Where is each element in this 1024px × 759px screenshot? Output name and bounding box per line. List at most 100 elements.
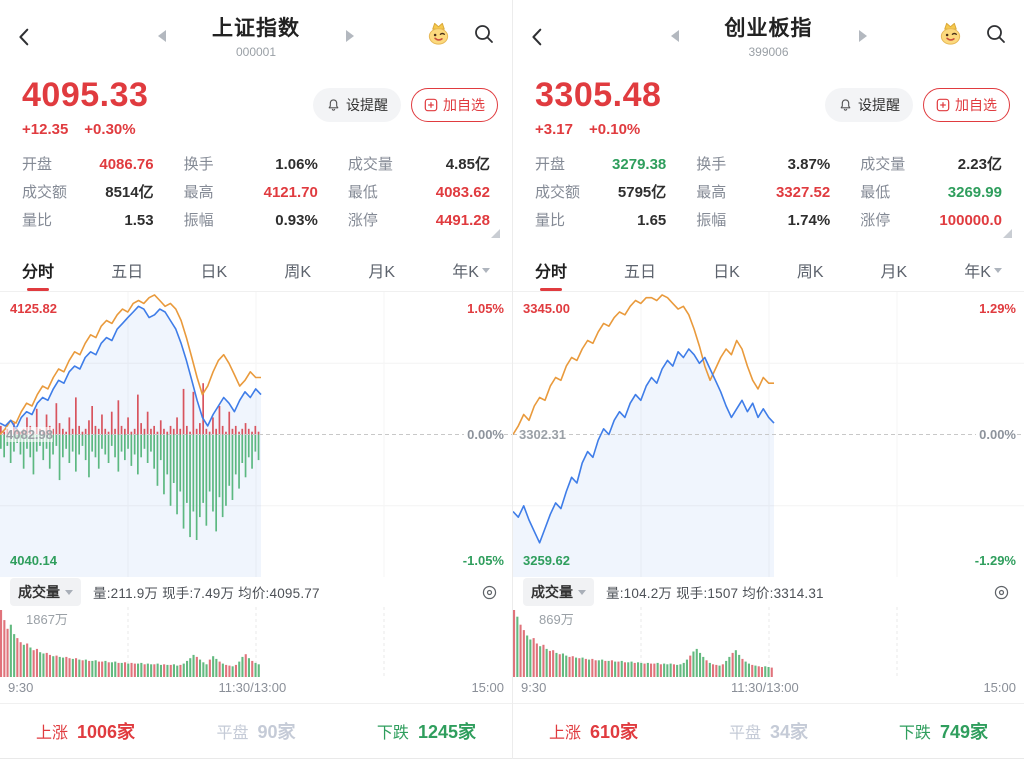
stat-limit-up: 涨停 4491.28 xyxy=(347,212,490,229)
volume-chart-svg xyxy=(513,607,898,677)
stat-low: 最低 4083.62 xyxy=(347,184,490,201)
bell-icon xyxy=(328,98,339,111)
decliners-count: 749家 xyxy=(939,722,988,742)
unchanged-label: 平盘 xyxy=(728,725,761,742)
expand-stats-icon[interactable] xyxy=(491,229,500,238)
advancers-stat: 上涨 1006家 xyxy=(36,718,135,744)
price-change-pct: +0.30% xyxy=(84,121,136,138)
advancers-count: 1006家 xyxy=(77,722,136,742)
stat-open: 开盘 4086.76 xyxy=(22,156,154,173)
period-tabs: 分时 五日 日K 周K 月K 年K xyxy=(513,248,1024,292)
expand-stats-icon[interactable] xyxy=(1003,229,1012,238)
settings-icon[interactable] xyxy=(481,584,498,601)
stat-volume-ratio: 量比 1.53 xyxy=(22,212,154,229)
tab-daily-k[interactable]: 日K xyxy=(200,263,228,281)
stock-code: 000001 xyxy=(235,45,277,59)
add-watchlist-label: 加自选 xyxy=(955,97,997,113)
indicator-selector[interactable]: 成交量 xyxy=(10,578,81,606)
tab-minute[interactable]: 分时 xyxy=(533,250,569,290)
stat-volume-ratio: 量比 1.65 xyxy=(535,212,667,229)
header-title-group: 上证指数 000001 xyxy=(158,12,354,59)
decliners-label: 下跌 xyxy=(898,725,931,742)
mascot-icon[interactable] xyxy=(937,20,964,47)
back-button[interactable] xyxy=(14,22,42,52)
chevron-down-icon xyxy=(481,268,490,273)
decliners-count: 1245家 xyxy=(417,722,476,742)
stat-volume: 成交量 4.85亿 xyxy=(347,156,490,173)
volume-header: 成交量 量:211.9万 现手:7.49万 均价:4095.77 xyxy=(0,577,512,607)
indicator-selector[interactable]: 成交量 xyxy=(523,578,594,606)
plus-square-icon xyxy=(936,98,950,112)
search-icon[interactable] xyxy=(472,22,496,46)
stock-panel-right: 创业板指 399006 xyxy=(512,0,1024,759)
stat-turnover-rate: 换手 1.06% xyxy=(183,156,318,173)
back-button[interactable] xyxy=(527,22,555,52)
indicator-selector-label: 成交量 xyxy=(18,584,60,600)
time-axis: 9:30 11:30/13:00 15:00 xyxy=(513,677,1024,697)
tab-daily-k[interactable]: 日K xyxy=(713,263,740,281)
volume-max-label: 869万 xyxy=(539,612,574,627)
add-watchlist-label: 加自选 xyxy=(443,97,485,113)
minute-chart[interactable]: 4125.82 4082.98 4040.14 1.05% 0.00% -1.0… xyxy=(0,292,512,577)
settings-icon[interactable] xyxy=(993,584,1010,601)
decliners-stat: 下跌 749家 xyxy=(899,718,988,744)
chevron-left-icon xyxy=(19,28,29,46)
price-change: +12.35 xyxy=(22,121,69,138)
volume-chart[interactable]: 869万 xyxy=(513,607,1024,677)
chevron-down-icon xyxy=(65,590,73,595)
decliners-label: 下跌 xyxy=(376,725,409,742)
tab-five-day[interactable]: 五日 xyxy=(624,263,657,281)
mascot-icon[interactable] xyxy=(425,20,452,47)
price-section: 4095.33 +12.35 +0.30% 设提醒 xyxy=(0,74,512,148)
stat-open: 开盘 3279.38 xyxy=(535,156,667,173)
time-axis-noon: 11:30/13:00 xyxy=(218,680,287,695)
plus-square-icon xyxy=(424,98,438,112)
set-alert-button[interactable]: 设提醒 xyxy=(825,88,913,122)
price-change-pct: +0.10% xyxy=(588,121,641,138)
search-icon[interactable] xyxy=(984,22,1008,46)
unchanged-count: 90家 xyxy=(257,722,296,742)
prev-stock-icon[interactable] xyxy=(670,29,679,42)
header: 创业板指 399006 xyxy=(513,0,1024,74)
decliners-stat: 下跌 1245家 xyxy=(377,718,476,744)
stat-limit-up: 涨停 100000.0 xyxy=(860,212,1002,229)
tab-minute[interactable]: 分时 xyxy=(20,250,56,290)
chevron-down-icon xyxy=(578,590,586,595)
minute-chart-svg xyxy=(0,292,512,577)
time-axis-open: 9:30 xyxy=(8,680,34,695)
volume-stats-text: 量:104.2万 现手:1507 均价:3314.31 xyxy=(606,586,824,601)
stat-high: 最高 4121.70 xyxy=(183,184,318,201)
price-block: 4095.33 +12.35 +0.30% xyxy=(22,76,148,148)
tab-monthly-k[interactable]: 月K xyxy=(880,263,908,281)
tab-yearly-k[interactable]: 年K xyxy=(962,250,1004,290)
tab-monthly-k[interactable]: 月K xyxy=(368,263,396,281)
advancers-count: 610家 xyxy=(590,722,639,742)
last-price: 4095.33 xyxy=(22,76,149,114)
advancers-stat: 上涨 610家 xyxy=(549,718,638,744)
time-axis-open: 9:30 xyxy=(521,680,547,695)
volume-chart[interactable]: 1867万 xyxy=(0,607,512,677)
set-alert-button[interactable]: 设提醒 xyxy=(313,88,401,122)
header: 上证指数 000001 xyxy=(0,0,512,74)
volume-chart-svg xyxy=(0,607,385,677)
indicator-selector-label: 成交量 xyxy=(531,584,573,600)
title-wrap: 上证指数 000001 xyxy=(196,12,316,59)
next-stock-icon[interactable] xyxy=(346,29,354,42)
market-breadth: 上涨 610家 平盘 34家 下跌 749家 xyxy=(513,703,1024,759)
add-watchlist-button[interactable]: 加自选 xyxy=(411,88,498,122)
add-watchlist-button[interactable]: 加自选 xyxy=(923,88,1010,122)
next-stock-icon[interactable] xyxy=(858,29,867,42)
header-actions xyxy=(937,20,1008,47)
stats-grid: 开盘 4086.76 换手 1.06% 成交量 4.85亿 成交额 8514亿 最高 41… xyxy=(0,148,512,240)
volume-header: 成交量 量:104.2万 现手:1507 均价:3314.31 xyxy=(513,577,1024,607)
price-section: 3305.48 +3.17 +0.10% 设提醒 xyxy=(513,74,1024,148)
tab-weekly-k[interactable]: 周K xyxy=(796,263,824,281)
stock-code: 399006 xyxy=(748,45,789,59)
prev-stock-icon[interactable] xyxy=(158,29,166,42)
minute-chart[interactable]: 3345.00 3302.31 3259.62 1.29% 0.00% -1.2… xyxy=(513,292,1024,577)
tab-yearly-k[interactable]: 年K xyxy=(450,250,492,290)
tab-weekly-k[interactable]: 周K xyxy=(284,263,312,281)
tab-five-day[interactable]: 五日 xyxy=(111,263,144,281)
advancers-label: 上涨 xyxy=(549,725,582,742)
price-actions: 设提醒 加自选 xyxy=(825,88,1010,148)
